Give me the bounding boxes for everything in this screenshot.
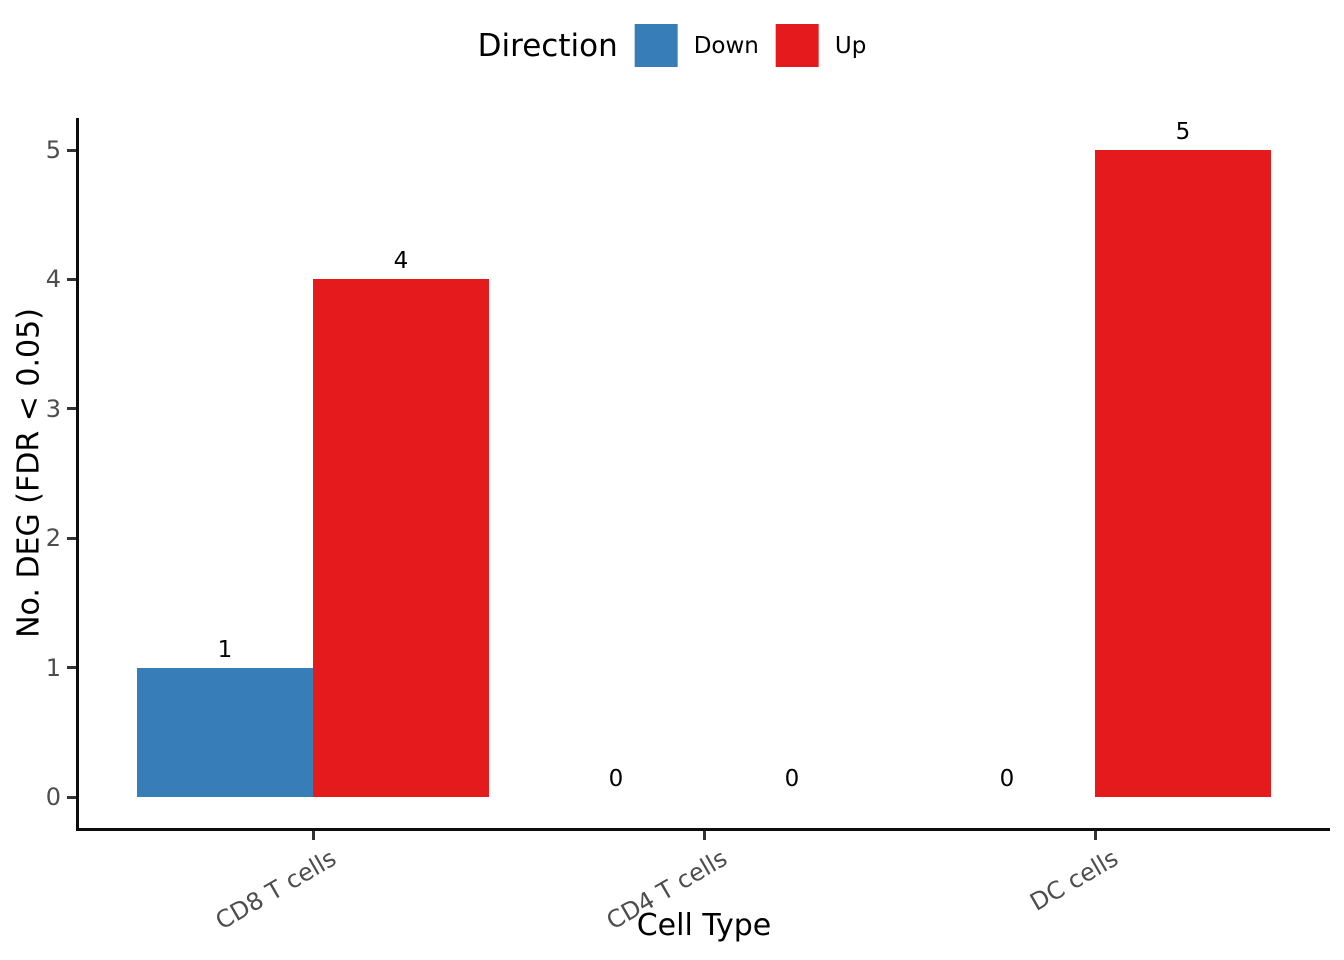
bar-value-label: 4 — [393, 248, 409, 275]
bar-value-label: 5 — [1175, 119, 1191, 145]
y-tick-label: 1 — [45, 653, 61, 682]
y-tick-mark — [67, 407, 76, 411]
y-tick-label: 0 — [45, 783, 61, 811]
bar-down — [137, 667, 313, 797]
y-tick-label: 5 — [45, 136, 61, 164]
y-tick-mark — [67, 277, 76, 281]
y-axis-line — [76, 118, 79, 831]
legend-item-up: Up — [775, 24, 867, 67]
x-axis-line — [76, 828, 1330, 831]
y-tick-mark — [67, 795, 76, 799]
legend-label-down: Down — [693, 32, 759, 59]
y-tick-mark — [67, 536, 76, 540]
y-tick-label: 4 — [45, 265, 61, 294]
x-tick-mark — [311, 831, 315, 840]
y-tick-label: 2 — [45, 524, 61, 553]
bar-up — [313, 279, 489, 797]
y-tick-mark — [67, 666, 76, 670]
bar-value-label: 0 — [608, 766, 624, 792]
legend-label-up: Up — [834, 32, 867, 59]
bar-value-label: 1 — [217, 636, 233, 663]
x-tick-label: DC cells — [1025, 844, 1123, 917]
x-axis-title: Cell Type — [636, 908, 772, 943]
bar-up — [1095, 150, 1271, 797]
plot-panel: 1 0 0 4 0 5 — [78, 118, 1330, 828]
x-tick-mark — [1093, 831, 1097, 840]
legend: Direction Down Up — [477, 24, 867, 67]
bar-value-label: 0 — [784, 766, 800, 792]
y-tick-mark — [67, 148, 76, 152]
x-tick-label: CD8 T cells — [210, 844, 341, 936]
y-tick-label: 3 — [45, 394, 61, 423]
y-axis-title: No. DEG (FDR < 0.05) — [11, 308, 47, 638]
legend-swatch-up-icon — [775, 24, 819, 67]
x-tick-mark — [702, 831, 706, 840]
legend-swatch-down-icon — [634, 24, 678, 67]
bar-value-label: 0 — [999, 766, 1015, 792]
legend-item-down: Down — [634, 24, 759, 67]
legend-title: Direction — [477, 27, 618, 64]
